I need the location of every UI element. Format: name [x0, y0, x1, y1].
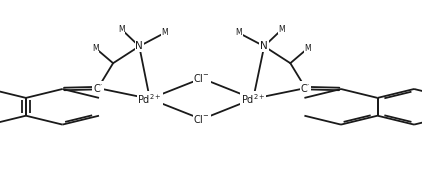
Text: M: M: [235, 28, 242, 37]
Text: N: N: [260, 41, 268, 51]
Text: Pd$^{2+}$: Pd$^{2+}$: [241, 92, 265, 106]
Text: C$^{\cdot}$: C$^{\cdot}$: [300, 82, 311, 94]
Text: Cl$^{-}$: Cl$^{-}$: [193, 113, 210, 125]
Text: Pd$^{2+}$: Pd$^{2+}$: [138, 92, 162, 106]
Text: M: M: [305, 44, 311, 53]
Text: M: M: [92, 44, 99, 53]
Text: N: N: [135, 41, 143, 51]
Text: C$^{\cdot}$: C$^{\cdot}$: [93, 82, 103, 94]
Text: Cl$^{-}$: Cl$^{-}$: [193, 72, 210, 84]
Text: M: M: [279, 25, 285, 34]
Text: M: M: [118, 25, 125, 34]
Text: M: M: [161, 28, 168, 37]
